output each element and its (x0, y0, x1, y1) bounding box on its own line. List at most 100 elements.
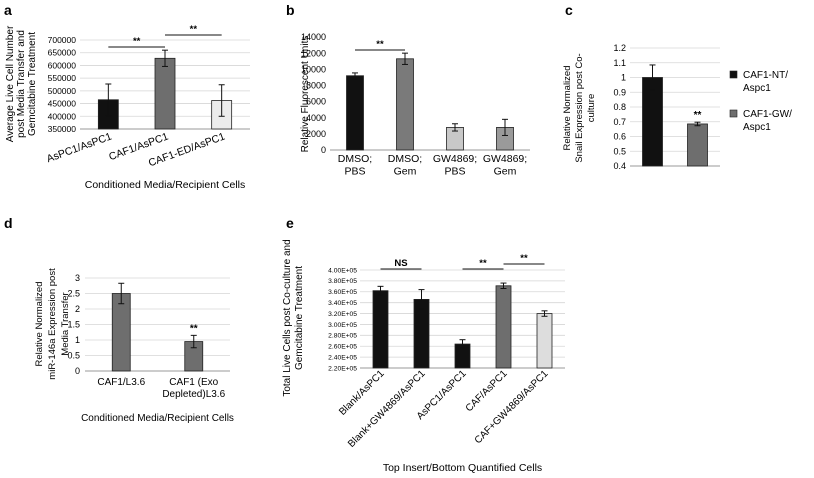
panel-a-ytick-label: 700000 (48, 35, 77, 45)
panel-c-legend-swatch (729, 109, 738, 118)
panel-e-letter: e (286, 215, 294, 231)
panel-a-y-axis-label: Gemcitabine Treatment (27, 32, 38, 136)
panel-c-y-axis-label: culture (586, 94, 597, 123)
panel-c-legend-label: Aspc1 (743, 83, 771, 94)
panel-c-ytick-label: 1.2 (613, 43, 626, 53)
panel-d-ytick-label: 1.5 (67, 320, 80, 330)
panel-d-y-axis-label: Relative Normalized (34, 281, 45, 366)
panel-e-ytick-label: 2.80E+05 (328, 333, 357, 340)
panel-b-ytick-label: 14000 (301, 32, 326, 42)
panel-b-category-label: DMSO; (388, 153, 422, 165)
panel-d-ytick-label: 2.5 (67, 289, 80, 299)
panel-a-ytick-label: 450000 (48, 99, 77, 109)
panel-a-category-label: AsPC1/AsPC1 (45, 130, 113, 165)
panel-d-y-axis-label: miR-146a Expression post (47, 268, 58, 380)
panel-e-x-axis-label: Top Insert/Bottom Quantified Cells (383, 462, 542, 474)
panel-d-x-axis-label: Conditioned Media/Recipient Cells (81, 413, 234, 424)
panel-b-ytick-label: 12000 (301, 48, 326, 58)
panel-b-category-label: Gem (394, 166, 417, 178)
panel-a-y-axis-label: Average Live Cell Number (5, 25, 16, 142)
panel-e-ytick-label: 3.20E+05 (328, 311, 357, 318)
panel-c-legend-label: Aspc1 (743, 122, 771, 133)
panel-d-category-label: CAF1 (Exo (169, 377, 218, 388)
panel-c-ytick-label: 1.1 (613, 58, 626, 68)
panel-a-x-axis-label: Conditioned Media/Recipient Cells (85, 179, 246, 191)
panel-d-category-label: CAF1/L3.6 (97, 377, 145, 388)
panel-e-category-label: CAF+GW4869/AsPC1 (473, 368, 551, 446)
panel-e-ytick-label: 3.80E+05 (328, 278, 357, 285)
panel-c-ytick-label: 0.9 (613, 87, 626, 97)
panel-b-ytick-label: 2000 (306, 129, 326, 139)
panel-b-ytick-label: 0 (321, 145, 326, 155)
panel-b-category-label: GW4869; (483, 153, 527, 165)
panel-c-ytick-label: 0.5 (613, 146, 626, 156)
panel-b-ytick-label: 6000 (306, 97, 326, 107)
panel-e-ytick-label: 3.00E+05 (328, 322, 357, 329)
panel-d-y-axis-label: Media Transfer (60, 292, 71, 355)
panel-b-ytick-label: 8000 (306, 81, 326, 91)
panel-c-y-axis-label: Snail Expression post Co- (574, 53, 585, 162)
panel-b-y-axis-label: Relative Fluorescent Units (300, 36, 311, 153)
panel-b-letter: b (286, 2, 295, 18)
panel-d-ytick-label: 2 (75, 304, 80, 314)
panel-e-significance-label: ** (520, 253, 528, 264)
panel-e-significance-label: ** (479, 258, 487, 269)
panel-b-ytick-label: 4000 (306, 113, 326, 123)
panel-d-ytick-label: 0 (75, 366, 80, 376)
panel-e-ytick-label: 4.00E+05 (328, 267, 357, 274)
panel-e-ytick-label: 2.20E+05 (328, 365, 357, 372)
panel-c-legend-swatch (729, 70, 738, 79)
panel-b-category-label: DMSO; (338, 153, 372, 165)
panel-a-ytick-label: 550000 (48, 73, 77, 83)
panel-b-bar (396, 58, 414, 151)
panel-e-category-label: Blank+GW4869/AsPC1 (346, 368, 428, 450)
panel-d-ytick-label: 3 (75, 273, 80, 283)
panel-b-ytick-label: 10000 (301, 64, 326, 74)
panel-a-letter: a (4, 2, 12, 18)
panel-c-ytick-label: 0.8 (613, 102, 626, 112)
panel-a-significance-label: ** (133, 36, 141, 47)
panel-c-ytick-label: 0.6 (613, 132, 626, 142)
panel-e-ytick-label: 3.60E+05 (328, 289, 357, 296)
panel-b-significance-label: ** (376, 39, 384, 50)
panel-e-ytick-label: 2.40E+05 (328, 354, 357, 361)
panel-a-ytick-label: 650000 (48, 48, 77, 58)
panel-e-ytick-label: 3.40E+05 (328, 300, 357, 307)
panel-c-y-axis-label: Relative Normalized (562, 65, 573, 150)
panel-c-letter: c (565, 2, 573, 18)
panel-b-bar (346, 75, 364, 151)
panel-e-significance-label: NS (394, 258, 407, 269)
panel-c-legend-label: CAF1-NT/ (743, 70, 788, 81)
panel-b-category-label: PBS (444, 166, 465, 178)
panel-e-y-axis-label: Total Live Cells post Co-culture and (282, 239, 293, 396)
panel-c-ytick-label: 0.4 (613, 161, 626, 171)
panel-b-category-label: Gem (494, 166, 517, 178)
panel-e-y-axis-label: Gemcitabine Treatment (294, 266, 305, 370)
panel-d-ytick-label: 0.5 (67, 351, 80, 361)
panel-a-y-axis-label: post Media Transfer and (16, 30, 27, 138)
panel-c-bar (642, 77, 663, 167)
panel-c-annotation: ** (694, 110, 702, 121)
panel-a-ytick-label: 500000 (48, 86, 77, 96)
panel-e-ytick-label: 2.60E+05 (328, 344, 357, 351)
panel-d-bar (111, 293, 131, 372)
panel-e-bar (495, 285, 512, 369)
panel-d-category-label: Depleted)L3.6 (162, 389, 225, 400)
panel-c-legend-label: CAF1-GW/ (743, 109, 792, 120)
panel-a-ytick-label: 400000 (48, 111, 77, 121)
panel-d-letter: d (4, 215, 13, 231)
panel-a-ytick-label: 350000 (48, 124, 77, 134)
panel-b-category-label: GW4869; (433, 153, 477, 165)
panel-c-bar (687, 123, 708, 167)
panel-c-ytick-label: 1 (621, 73, 626, 83)
panel-e-bar (536, 313, 553, 369)
panel-b-category-label: PBS (344, 166, 365, 178)
panel-a-significance-label: ** (190, 24, 198, 35)
panel-a-bar (154, 57, 176, 130)
panel-c-ytick-label: 0.7 (613, 117, 626, 127)
panel-d-annotation: ** (190, 323, 198, 334)
panel-d-ytick-label: 1 (75, 335, 80, 345)
panel-e-bar (372, 290, 389, 369)
panel-a-ytick-label: 600000 (48, 60, 77, 70)
